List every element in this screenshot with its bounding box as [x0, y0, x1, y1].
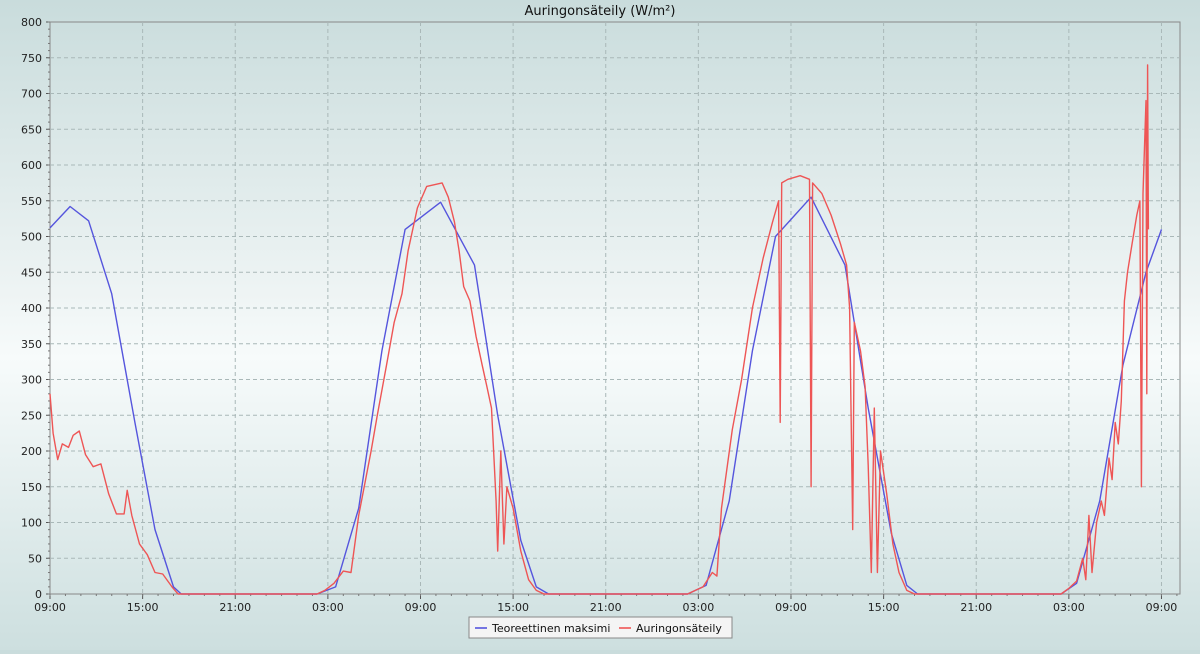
x-tick-label: 03:00: [312, 601, 344, 614]
chart-title: Auringonsäteily (W/m²): [525, 4, 676, 19]
y-tick-label: 250: [21, 409, 42, 422]
legend-label: Teoreettinen maksimi: [491, 622, 610, 635]
y-tick-label: 100: [21, 517, 42, 530]
x-tick-label: 21:00: [960, 601, 992, 614]
x-tick-label: 09:00: [34, 601, 66, 614]
y-tick-label: 50: [28, 552, 42, 565]
y-tick-label: 600: [21, 159, 42, 172]
y-tick-label: 650: [21, 123, 42, 136]
x-tick-label: 21:00: [590, 601, 622, 614]
legend-label: Auringonsäteily: [636, 622, 722, 635]
y-tick-label: 300: [21, 374, 42, 387]
series-layer: [49, 64, 1163, 595]
y-tick-label: 500: [21, 231, 42, 244]
x-tick-label: 03:00: [1053, 601, 1085, 614]
axes: 0 50 100 150 200 250 300 350 400 450 500 550 600 650 7…: [21, 16, 1178, 614]
x-tick-label: 09:00: [1146, 601, 1178, 614]
y-tick-label: 800: [21, 16, 42, 29]
x-tick-label: 09:00: [775, 601, 807, 614]
y-tick-label: 400: [21, 302, 42, 315]
y-tick-label: 550: [21, 195, 42, 208]
series-line-solar-radiation: [49, 64, 1150, 595]
y-tick-label: 750: [21, 52, 42, 65]
legend-box: [468, 616, 733, 639]
x-tick-label: 15:00: [868, 601, 900, 614]
legend: Teoreettinen maksimi Auringonsäteily: [468, 616, 733, 639]
y-tick-label: 700: [21, 88, 42, 101]
x-tick-label: 15:00: [497, 601, 529, 614]
x-tick-label: 21:00: [219, 601, 251, 614]
x-tick-label: 15:00: [127, 601, 159, 614]
y-tick-label: 200: [21, 445, 42, 458]
y-tick-label: 450: [21, 266, 42, 279]
x-tick-label: 03:00: [683, 601, 715, 614]
y-tick-label: 150: [21, 481, 42, 494]
y-tick-label: 0: [35, 588, 42, 601]
grid: [49, 21, 1181, 595]
y-tick-label: 350: [21, 338, 42, 351]
x-tick-label: 09:00: [405, 601, 437, 614]
